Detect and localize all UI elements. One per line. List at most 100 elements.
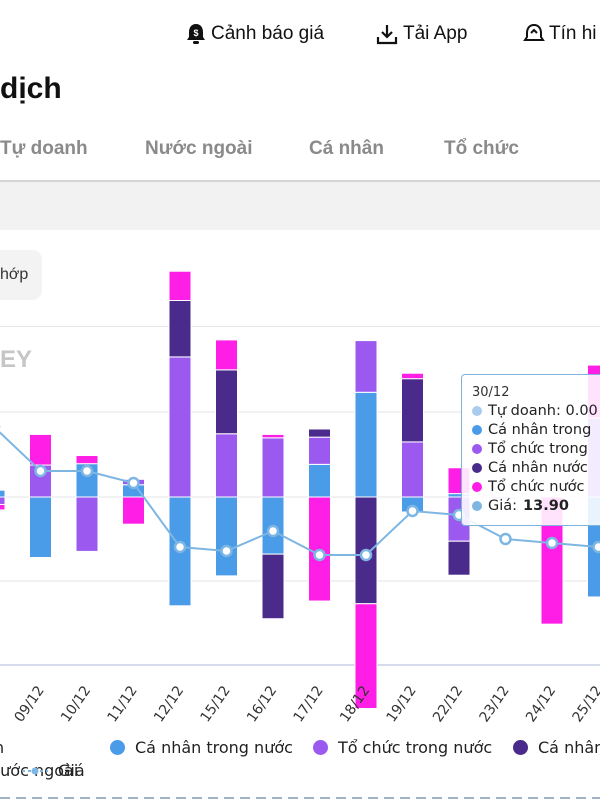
bar-segment xyxy=(215,339,238,371)
x-tick-label: 23/12 xyxy=(477,683,513,725)
download-app-link[interactable]: Tải App xyxy=(375,22,467,46)
news-label: Tín hi xyxy=(549,23,597,44)
tab-ca-nhan[interactable]: Cá nhân xyxy=(309,138,384,159)
tooltip-label: Giá: xyxy=(488,498,518,514)
tab-nuoc-ngoai[interactable]: Nước ngoài xyxy=(145,138,253,159)
x-tick-label: 10/12 xyxy=(58,683,94,725)
tab-tu-doanh[interactable]: Tự doanh xyxy=(0,138,88,159)
series-dot-icon xyxy=(472,444,482,454)
price-point xyxy=(80,464,94,478)
x-tick-label: 17/12 xyxy=(291,683,327,725)
tab-to-chuc[interactable]: Tổ chức xyxy=(444,138,519,159)
bar-segment xyxy=(401,441,424,498)
price-point xyxy=(499,532,512,546)
page-header xyxy=(0,68,600,180)
chart-tooltip: 30/12 Tự doanh: 0.00 Cá nhân trong Tổ chức… xyxy=(461,374,600,526)
news-link[interactable]: Tín hi xyxy=(523,22,597,46)
x-tick-label: 19/12 xyxy=(384,683,420,725)
legend-label: Cá nhân trong nước xyxy=(135,738,293,757)
bar-segment xyxy=(308,436,331,465)
bell-icon: $ xyxy=(185,22,207,46)
bar-segment xyxy=(401,372,424,380)
legend-label: Tổ chức trong nước xyxy=(338,738,493,757)
legend-item[interactable]: nước ngoài xyxy=(0,761,78,780)
signal-icon xyxy=(523,22,545,46)
bar-segment xyxy=(75,455,99,465)
price-point xyxy=(220,544,233,558)
legend-label: nước ngoài xyxy=(0,761,79,780)
legend-item[interactable]: Cá nhân trong nước xyxy=(110,738,293,757)
price-point xyxy=(545,536,559,550)
legend-label: Giá xyxy=(58,761,85,780)
series-dot-icon xyxy=(472,463,482,473)
price-point xyxy=(266,524,280,538)
legend-item[interactable]: h xyxy=(0,738,4,757)
x-tick-label: 24/12 xyxy=(523,683,559,725)
legend-item[interactable]: Giá xyxy=(22,761,85,780)
tooltip-row: Tổ chức nước xyxy=(472,479,585,495)
price-alert-label: Cảnh báo giá xyxy=(211,23,325,44)
price-point xyxy=(359,548,373,562)
series-dot-icon xyxy=(472,501,482,511)
x-tick-label: 25/12 xyxy=(570,683,600,725)
tooltip-label: Tổ chức nước xyxy=(488,479,585,495)
bar-segment xyxy=(261,433,285,439)
page-title: dịch xyxy=(0,72,62,105)
card-divider xyxy=(0,326,600,327)
top-navigation-bar: $ Cảnh báo giá Tải App Tín hi xyxy=(0,0,600,68)
legend-dot-icon xyxy=(513,740,528,755)
dashed-divider xyxy=(0,797,600,799)
legend-label: Cá nhân xyxy=(538,738,600,757)
bar-segment xyxy=(215,496,238,577)
bar-segment xyxy=(29,496,52,559)
bar-segment xyxy=(261,437,285,498)
tooltip-row: Tự doanh: 0.00 xyxy=(472,403,598,419)
bar-segment xyxy=(354,391,378,498)
price-point xyxy=(173,540,187,554)
tooltip-row: Giá: 13.90 xyxy=(472,498,569,514)
bar-segment xyxy=(168,356,192,498)
price-point xyxy=(592,540,600,554)
series-dot-icon xyxy=(472,425,482,435)
price-alert-link[interactable]: $ Cảnh báo giá xyxy=(185,22,324,46)
bar-segment xyxy=(0,496,6,505)
price-point xyxy=(406,504,419,518)
tooltip-row: Cá nhân nước xyxy=(472,460,588,476)
x-tick-label: 09/12 xyxy=(12,683,48,725)
line-series-icon xyxy=(22,767,48,774)
match-filter-button[interactable] xyxy=(0,250,42,300)
bar-segment xyxy=(122,496,145,525)
bar-segment xyxy=(168,270,192,301)
x-tick-label: 15/12 xyxy=(198,683,234,725)
series-dot-icon xyxy=(472,406,482,416)
tooltip-date: 30/12 xyxy=(472,385,510,400)
bar-segment xyxy=(354,340,378,393)
tooltip-value: 13.90 xyxy=(523,498,569,514)
legend-dot-icon xyxy=(110,740,125,755)
series-dot-icon xyxy=(472,482,482,492)
price-point xyxy=(127,476,140,490)
price-line xyxy=(0,431,599,556)
tab-divider xyxy=(0,180,600,182)
bar-segment xyxy=(354,603,378,709)
tooltip-label: Tự doanh: 0.00 xyxy=(488,403,598,419)
tooltip-label: Cá nhân trong xyxy=(488,422,592,438)
legend-dot-icon xyxy=(313,740,328,755)
tooltip-row: Cá nhân trong xyxy=(472,422,591,438)
x-tick-label: 22/12 xyxy=(430,683,466,725)
bar-segment xyxy=(308,428,331,438)
download-icon xyxy=(375,22,399,46)
tooltip-label: Tổ chức trong xyxy=(488,441,588,457)
price-point xyxy=(34,464,47,478)
chart-title: EY xyxy=(0,346,33,373)
tooltip-label: Cá nhân nước xyxy=(488,460,588,476)
bar-segment xyxy=(215,369,238,435)
legend-item[interactable]: Tổ chức trong nước xyxy=(313,738,492,757)
bar-segment xyxy=(0,489,6,498)
x-tick-label: 11/12 xyxy=(105,683,141,725)
download-app-label: Tải App xyxy=(403,23,468,44)
legend-item[interactable]: Cá nhân xyxy=(513,738,600,757)
bar-segment xyxy=(0,503,6,511)
tooltip-row: Tổ chức trong xyxy=(472,441,588,457)
bar-segment xyxy=(29,433,52,466)
